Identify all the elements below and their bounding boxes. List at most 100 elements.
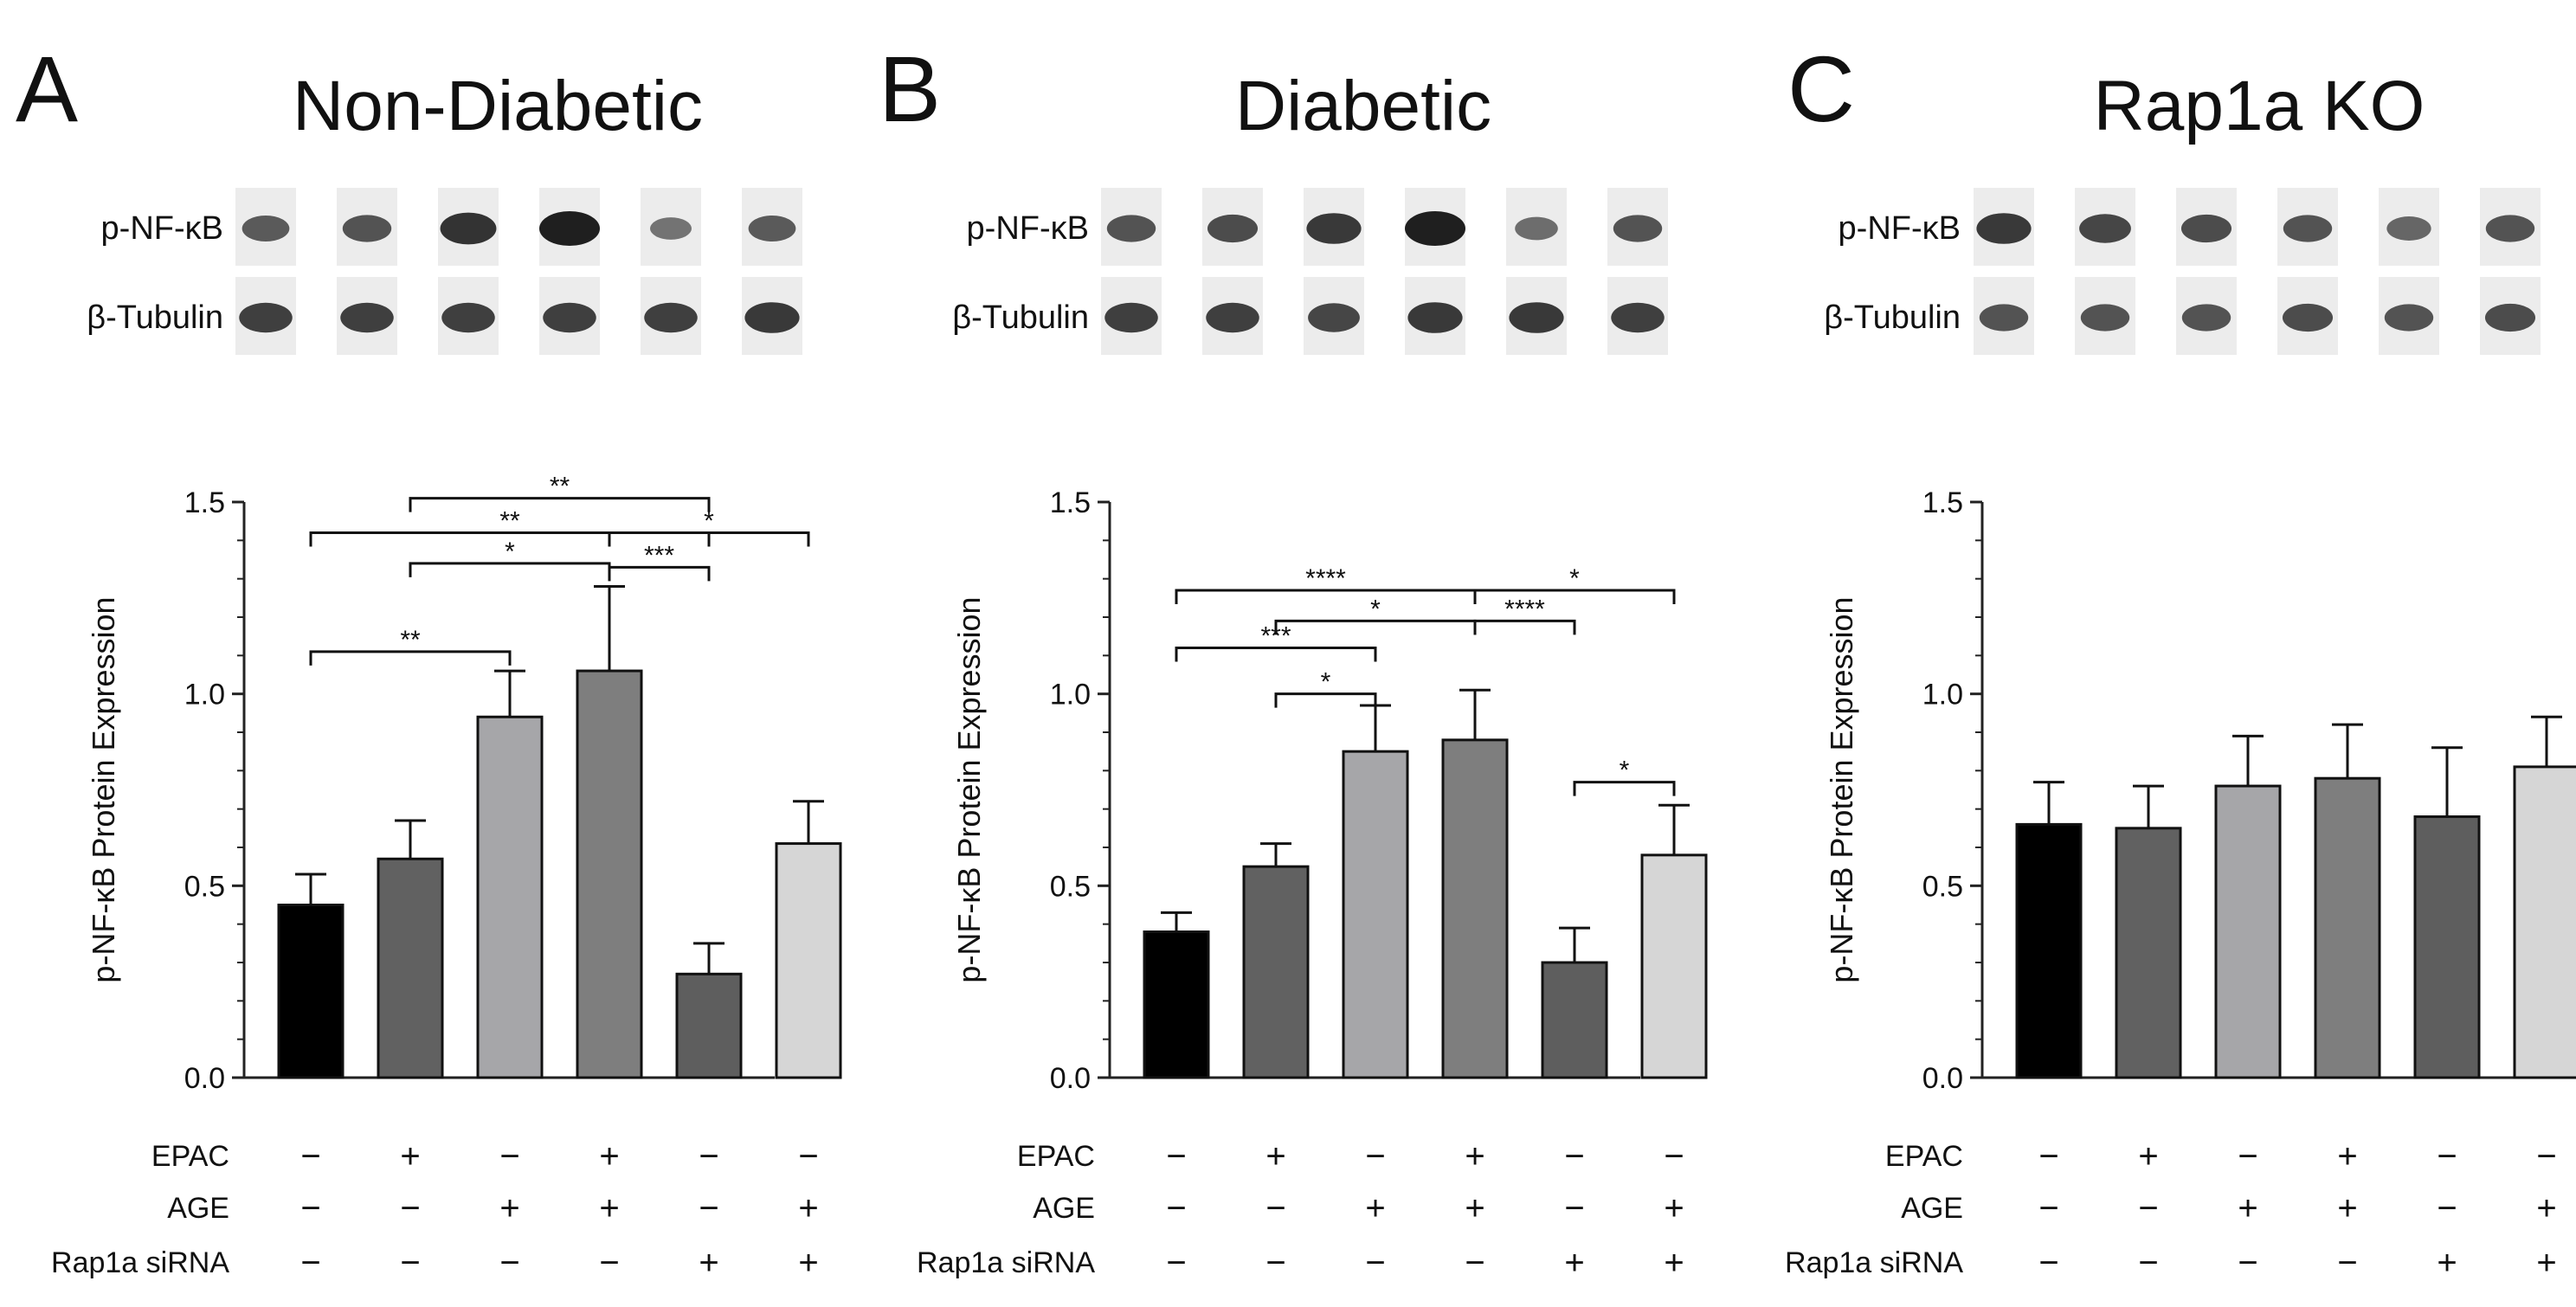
- blot-band-tubulin: [543, 302, 596, 333]
- blot-band-p-nfkb: [1405, 211, 1465, 246]
- condition-symbol: −: [2038, 1189, 2058, 1227]
- bar: [2015, 822, 2083, 1079]
- condition-symbol: −: [2337, 1244, 2357, 1282]
- significance-bracket: [409, 562, 611, 577]
- condition-symbol: −: [2138, 1244, 2158, 1282]
- blot-band-p-nfkb: [1515, 216, 1558, 241]
- condition-label-age: AGE: [1033, 1192, 1095, 1225]
- condition-symbol: +: [599, 1189, 619, 1227]
- significance-bracket: [1274, 692, 1377, 708]
- blot-label-tubulin: β-Tubulin: [952, 299, 1089, 336]
- bar: [775, 842, 842, 1079]
- blot-band-p-nfkb: [1106, 215, 1156, 242]
- blot-band-tubulin: [644, 302, 698, 333]
- significance-bracket: [1473, 619, 1576, 635]
- condition-symbol: −: [2038, 1244, 2058, 1282]
- y-axis-label: p-NF-κB Protein Expression: [1824, 596, 1859, 982]
- blot-band-p-nfkb: [748, 215, 796, 242]
- significance-bracket: [1473, 589, 1676, 604]
- condition-symbol: +: [2337, 1189, 2357, 1227]
- condition-symbol: −: [300, 1244, 320, 1282]
- condition-symbol: −: [2536, 1137, 2556, 1175]
- condition-symbol: −: [1365, 1137, 1385, 1175]
- y-tick-label: 0.0: [1050, 1062, 1091, 1095]
- panel-title: Diabetic: [1235, 67, 1491, 145]
- condition-symbol: +: [798, 1189, 818, 1227]
- blot-band-tubulin: [2384, 304, 2434, 332]
- blot-band-tubulin: [1509, 302, 1564, 333]
- condition-symbol: −: [2437, 1137, 2457, 1175]
- condition-symbol: −: [300, 1137, 320, 1175]
- blot-label-p-nfkb: p-NF-κB: [101, 210, 223, 247]
- condition-label-epac: EPAC: [1885, 1140, 1963, 1173]
- condition-symbol: +: [1664, 1189, 1684, 1227]
- condition-symbol: −: [499, 1137, 519, 1175]
- condition-symbol: +: [1265, 1137, 1285, 1175]
- blot-label-tubulin: β-Tubulin: [1824, 299, 1961, 336]
- condition-symbol: −: [1166, 1137, 1186, 1175]
- significance-label: ****: [1504, 595, 1545, 623]
- bar: [2413, 815, 2481, 1079]
- y-tick-label: 1.5: [1922, 486, 1963, 519]
- bar: [2214, 784, 2282, 1079]
- blot-band-p-nfkb: [242, 215, 290, 242]
- blot-band-tubulin: [340, 302, 394, 333]
- blot-band-p-nfkb: [1207, 214, 1259, 243]
- bar: [476, 715, 544, 1079]
- blot-band-p-nfkb: [342, 215, 392, 242]
- y-tick-label: 0.5: [1050, 870, 1091, 903]
- blot-band-p-nfkb: [650, 217, 692, 240]
- condition-symbol: −: [1265, 1189, 1285, 1227]
- blot-band-tubulin: [744, 302, 800, 333]
- blot-band-tubulin: [1308, 303, 1360, 332]
- bar: [576, 669, 643, 1079]
- y-axis-label: p-NF-κB Protein Expression: [951, 596, 987, 982]
- blot-band-tubulin: [2181, 304, 2231, 332]
- y-tick-label: 0.5: [1922, 870, 1963, 903]
- condition-symbol: +: [2536, 1189, 2556, 1227]
- significance-bracket: [309, 650, 512, 666]
- y-tick-label: 1.5: [1050, 486, 1091, 519]
- condition-symbol: +: [1365, 1189, 1385, 1227]
- bar: [2115, 827, 2182, 1079]
- condition-symbol: −: [1365, 1244, 1385, 1282]
- bar: [1143, 930, 1210, 1079]
- bar: [2314, 776, 2381, 1079]
- significance-bracket: [1573, 781, 1676, 796]
- significance-bracket: [309, 531, 711, 547]
- blot-band-tubulin: [1206, 302, 1259, 333]
- blot-band-p-nfkb: [1613, 215, 1663, 242]
- blot-band-tubulin: [1611, 302, 1665, 333]
- panel-b: B Diabetic p-NF-κB β-Tubulin 0.0 0.5 1.0 1.5 p-N…: [879, 36, 1708, 1282]
- bar: [277, 904, 345, 1079]
- bar: [1242, 865, 1310, 1079]
- y-tick-label: 0.0: [184, 1062, 225, 1095]
- blot-band-tubulin: [2282, 303, 2334, 332]
- panel-c: C Rap1a KO p-NF-κB β-Tubulin 0.0 0.5 1.0 1.5 p-N…: [1785, 36, 2576, 1282]
- bar: [1342, 750, 1409, 1079]
- bar: [1541, 961, 1608, 1079]
- condition-symbol: −: [499, 1244, 519, 1282]
- significance-label: **: [550, 473, 570, 501]
- significance-label: **: [499, 506, 520, 535]
- blot-band-tubulin: [239, 302, 293, 333]
- condition-symbol: +: [2138, 1137, 2158, 1175]
- bar: [1441, 738, 1509, 1079]
- condition-symbol: +: [798, 1244, 818, 1282]
- condition-symbol: −: [798, 1137, 818, 1175]
- significance-bracket: [409, 497, 711, 512]
- significance-label: *: [1620, 757, 1630, 785]
- condition-symbol: −: [2238, 1244, 2257, 1282]
- condition-symbol: −: [2437, 1189, 2457, 1227]
- condition-symbol: −: [699, 1189, 718, 1227]
- condition-label-rap1a: Rap1a siRNA: [917, 1246, 1095, 1279]
- bar: [675, 972, 743, 1079]
- significance-bracket: [608, 531, 810, 547]
- condition-symbol: −: [699, 1137, 718, 1175]
- y-tick-label: 1.0: [1922, 679, 1963, 711]
- condition-symbol: −: [2238, 1137, 2257, 1175]
- significance-label: ***: [644, 541, 674, 570]
- blot-band-tubulin: [1979, 304, 2029, 332]
- significance-bracket: [1175, 646, 1377, 662]
